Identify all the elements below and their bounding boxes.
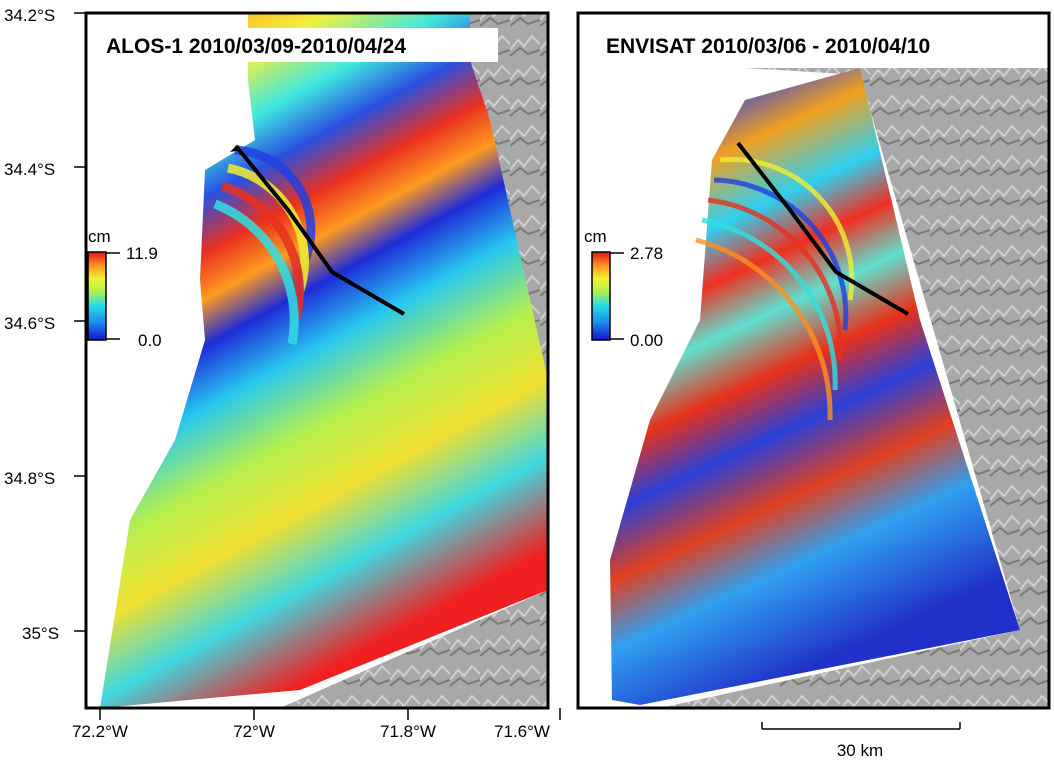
left-terrain [280, 13, 548, 708]
right-map-panel [578, 13, 1049, 708]
left-fault-trace [234, 144, 406, 316]
scale-bar [761, 722, 961, 730]
left-title-box [100, 28, 498, 62]
right-colorbar-max: 2.78 [630, 244, 663, 263]
lat-label-2: 34.6°S [4, 314, 55, 333]
right-colorbar-unit: cm [584, 227, 607, 246]
left-colorbar [87, 251, 107, 341]
lat-ticks [74, 12, 86, 632]
right-panel-frame [576, 11, 1051, 710]
right-interferogram [610, 68, 1020, 705]
left-interferogram [100, 13, 548, 708]
right-title: ENVISAT 2010/03/06 - 2010/04/10 [606, 35, 930, 58]
right-fault-trace [736, 141, 910, 316]
lon-label-1: 72°W [233, 722, 275, 741]
right-title-box [596, 28, 1042, 62]
right-fringe-rings [695, 156, 855, 421]
left-title: ALOS-1 2010/03/09-2010/04/24 [106, 35, 406, 58]
lon-label-2: 71.8°W [380, 722, 436, 741]
left-colorbar-max: 11.9 [126, 244, 158, 263]
lon-label-3: 71.6°W [494, 722, 550, 741]
left-fault-tooth [230, 146, 242, 152]
lat-label-1: 34.4°S [4, 160, 55, 179]
left-map-panel [86, 13, 548, 708]
lon-label-0: 72.2°W [72, 722, 128, 741]
lat-label-0: 34.2°S [4, 6, 55, 25]
lat-label-3: 34.8°S [4, 469, 55, 488]
right-colorbar [591, 251, 611, 341]
right-terrain [660, 68, 1049, 708]
left-panel-frame [84, 11, 550, 710]
scale-bar-label: 30 km [837, 741, 883, 760]
right-colorbar-min: 0.00 [630, 331, 663, 350]
lat-label-4: 35°S [22, 624, 59, 643]
left-colorbar-min: 0.0 [138, 331, 162, 350]
lon-ticks [99, 708, 561, 720]
left-colorbar-unit: cm [88, 227, 111, 246]
